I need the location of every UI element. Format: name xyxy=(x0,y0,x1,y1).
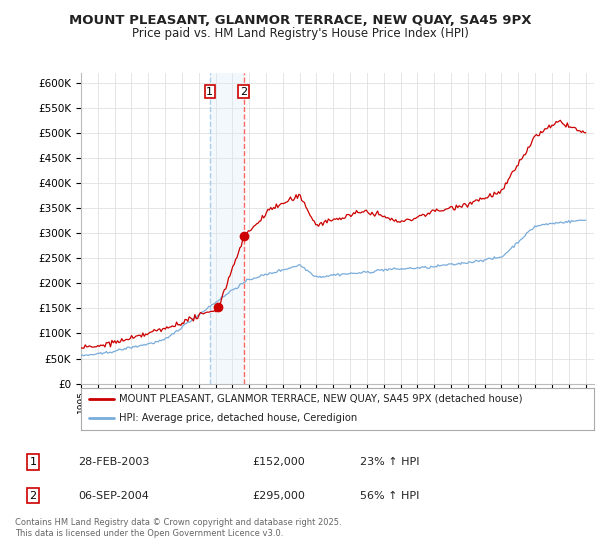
Text: Contains HM Land Registry data © Crown copyright and database right 2025.
This d: Contains HM Land Registry data © Crown c… xyxy=(15,518,341,538)
Text: 06-SEP-2004: 06-SEP-2004 xyxy=(78,491,149,501)
Text: 1: 1 xyxy=(206,87,213,97)
Text: MOUNT PLEASANT, GLANMOR TERRACE, NEW QUAY, SA45 9PX (detached house): MOUNT PLEASANT, GLANMOR TERRACE, NEW QUA… xyxy=(119,394,523,404)
Text: £295,000: £295,000 xyxy=(252,491,305,501)
Text: 23% ↑ HPI: 23% ↑ HPI xyxy=(360,457,419,467)
Text: Price paid vs. HM Land Registry's House Price Index (HPI): Price paid vs. HM Land Registry's House … xyxy=(131,27,469,40)
Text: MOUNT PLEASANT, GLANMOR TERRACE, NEW QUAY, SA45 9PX: MOUNT PLEASANT, GLANMOR TERRACE, NEW QUA… xyxy=(69,14,531,27)
Bar xyxy=(209,73,244,384)
Text: 56% ↑ HPI: 56% ↑ HPI xyxy=(360,491,419,501)
Text: HPI: Average price, detached house, Ceredigion: HPI: Average price, detached house, Cere… xyxy=(119,413,358,423)
Text: £152,000: £152,000 xyxy=(252,457,305,467)
Text: 1: 1 xyxy=(29,457,37,467)
Text: 28-FEB-2003: 28-FEB-2003 xyxy=(78,457,149,467)
Text: 2: 2 xyxy=(29,491,37,501)
Text: 2: 2 xyxy=(240,87,247,97)
